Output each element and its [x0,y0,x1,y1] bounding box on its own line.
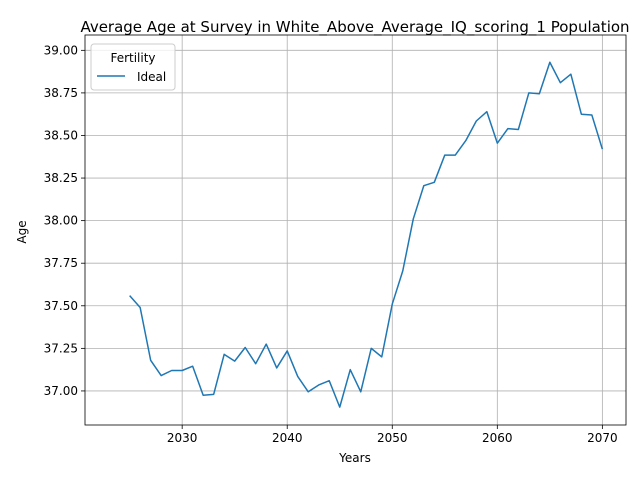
x-tick-label: 2060 [482,431,513,445]
y-tick-label: 37.00 [44,384,78,398]
x-tick-label: 2070 [587,431,618,445]
y-tick-label: 38.50 [44,128,78,142]
plot-frame [84,34,627,426]
chart-title: Average Age at Survey in White_Above_Ave… [80,18,629,37]
y-axis-label: Age [15,220,29,243]
y-tick-label: 39.00 [44,43,78,57]
series-lines [129,61,604,408]
x-tick-label: 2030 [167,431,198,445]
series-line-ideal [129,61,604,408]
y-tick-label: 38.75 [44,86,78,100]
y-tick-label: 37.25 [44,341,78,355]
grid-lines [85,35,626,425]
y-tick-label: 38.00 [44,214,78,228]
legend-label-ideal: Ideal [137,70,166,84]
y-axis-ticks: 37.00 37.25 37.50 37.75 38.00 38.25 38.50 38.75… [44,43,85,398]
x-axis-ticks: 2030 2040 2050 2060 2070 [167,425,618,445]
legend-box [90,43,176,91]
y-tick-label: 38.25 [44,171,78,185]
y-tick-label: 37.75 [44,256,78,270]
legend: Fertility Ideal [90,43,176,91]
x-tick-label: 2040 [272,431,303,445]
x-tick-label: 2050 [377,431,408,445]
y-tick-label: 37.50 [44,299,78,313]
x-axis-label: Years [338,451,371,465]
legend-title: Fertility [110,51,155,65]
